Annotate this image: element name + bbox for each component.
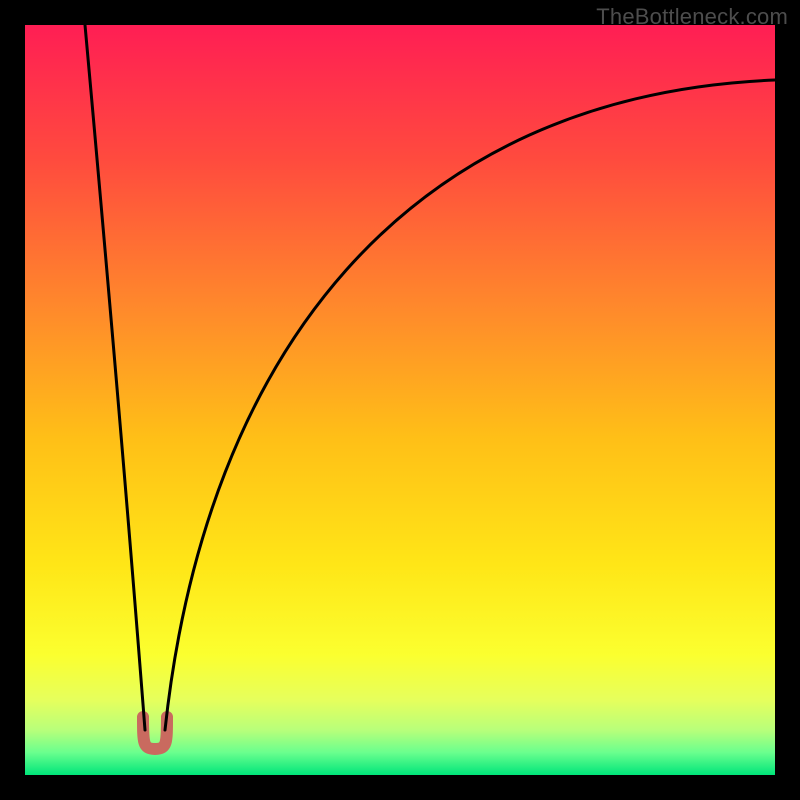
plot-svg (25, 25, 775, 775)
chart-frame: TheBottleneck.com (0, 0, 800, 800)
gradient-background (25, 25, 775, 775)
plot-area (25, 25, 775, 775)
